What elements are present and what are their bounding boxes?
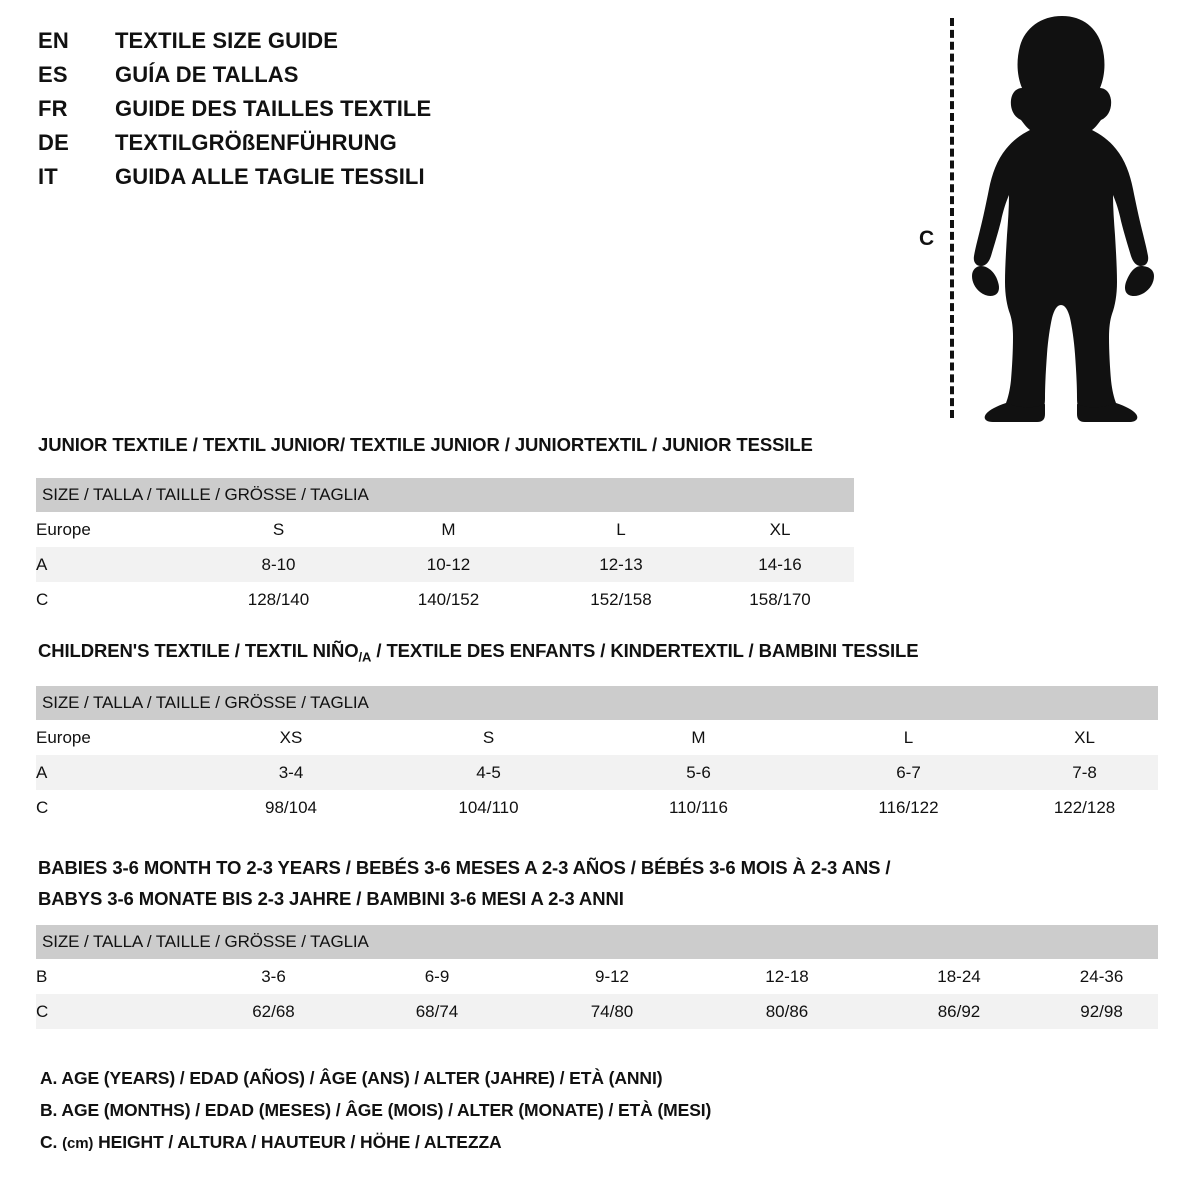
babies-row-c-value-3: 80/86 <box>701 994 873 1029</box>
children-row-a-value-1: 4-5 <box>386 755 591 790</box>
toddler-silhouette-icon <box>972 16 1154 422</box>
babies-row-b-value-0: 3-6 <box>196 959 351 994</box>
children-row-c-value-2: 110/116 <box>591 790 806 825</box>
children-row-a-value-3: 6-7 <box>806 755 1011 790</box>
legend-line-c-post: HEIGHT / ALTURA / HAUTEUR / HÖHE / ALTEZ… <box>93 1132 502 1152</box>
junior-header-size-1: M <box>361 512 536 547</box>
children-row-c-value-0: 98/104 <box>196 790 386 825</box>
legend-line-b: B. AGE (MONTHS) / EDAD (MESES) / ÂGE (MO… <box>40 1100 712 1120</box>
children-header-size-1: S <box>386 720 591 755</box>
junior-header-size-3: XL <box>706 512 855 547</box>
language-title-en: TEXTILE SIZE GUIDE <box>115 28 339 53</box>
junior-row-c-value-1: 140/152 <box>361 582 536 617</box>
language-code-it: IT <box>38 164 58 189</box>
junior-row-c-label: C <box>36 582 196 617</box>
children-row-a-value-0: 3-4 <box>196 755 386 790</box>
section-title-babies-line2: BABYS 3-6 MONATE BIS 2-3 JAHRE / BAMBINI… <box>38 888 624 909</box>
junior-table-bar-row: SIZE / TALLA / TAILLE / GRÖSSE / TAGLIA <box>36 478 855 512</box>
section-title-babies-line1: BABIES 3-6 MONTH TO 2-3 YEARS / BEBÉS 3-… <box>38 857 891 878</box>
children-table-row-c: C 98/104 104/110 110/116 116/122 122/128 <box>36 790 1159 825</box>
legend-block: A. AGE (YEARS) / EDAD (AÑOS) / ÂGE (ANS)… <box>40 1068 711 1164</box>
babies-row-c-value-5: 92/98 <box>1045 994 1159 1029</box>
legend-line-c-unit: (cm) <box>62 1135 94 1152</box>
language-row-en: EN TEXTILE SIZE GUIDE <box>38 28 558 62</box>
language-row-es: ES GUÍA DE TALLAS <box>38 62 558 96</box>
legend-line-c: C. (cm) HEIGHT / ALTURA / HAUTEUR / HÖHE… <box>40 1132 711 1164</box>
babies-bar-label: SIZE / TALLA / TAILLE / GRÖSSE / TAGLIA <box>36 925 1159 959</box>
height-marker-label: C <box>919 227 935 250</box>
section-title-children: CHILDREN'S TEXTILE / TEXTIL NIÑO/A / TEX… <box>38 640 919 665</box>
language-title-de: TEXTILGRÖßENFÜHRUNG <box>115 130 397 155</box>
junior-row-a-value-2: 12-13 <box>536 547 706 582</box>
children-size-table: SIZE / TALLA / TAILLE / GRÖSSE / TAGLIA … <box>36 686 1159 825</box>
babies-row-b-value-5: 24-36 <box>1045 959 1159 994</box>
children-row-c-value-4: 122/128 <box>1011 790 1159 825</box>
babies-row-c-value-2: 74/80 <box>523 994 701 1029</box>
children-table-row-a: A 3-4 4-5 5-6 6-7 7-8 <box>36 755 1159 790</box>
height-dashed-line <box>950 18 954 418</box>
junior-row-c-value-2: 152/158 <box>536 582 706 617</box>
children-row-a-value-2: 5-6 <box>591 755 806 790</box>
language-title-es: GUÍA DE TALLAS <box>115 62 299 87</box>
babies-row-c-value-1: 68/74 <box>351 994 523 1029</box>
children-row-a-label: A <box>36 755 196 790</box>
language-code-en: EN <box>38 28 69 53</box>
babies-table-row-b: B 3-6 6-9 9-12 12-18 18-24 24-36 <box>36 959 1159 994</box>
babies-row-b-value-4: 18-24 <box>873 959 1045 994</box>
language-header-block: EN TEXTILE SIZE GUIDE ES GUÍA DE TALLAS … <box>38 28 558 198</box>
language-row-fr: FR GUIDE DES TAILLES TEXTILE <box>38 96 558 130</box>
babies-row-c-value-0: 62/68 <box>196 994 351 1029</box>
children-header-row: Europe XS S M L XL <box>36 720 1159 755</box>
legend-line-a: A. AGE (YEARS) / EDAD (AÑOS) / ÂGE (ANS)… <box>40 1068 663 1088</box>
babies-row-b-value-2: 9-12 <box>523 959 701 994</box>
babies-table-row-c: C 62/68 68/74 74/80 80/86 86/92 92/98 <box>36 994 1159 1029</box>
children-header-label: Europe <box>36 720 196 755</box>
babies-row-b-value-3: 12-18 <box>701 959 873 994</box>
section-title-children-pre: CHILDREN'S TEXTILE / TEXTIL NIÑO <box>38 640 359 661</box>
junior-size-table: SIZE / TALLA / TAILLE / GRÖSSE / TAGLIA … <box>36 478 855 617</box>
language-code-de: DE <box>38 130 69 155</box>
children-row-c-value-3: 116/122 <box>806 790 1011 825</box>
junior-row-a-value-0: 8-10 <box>196 547 361 582</box>
language-title-it: GUIDA ALLE TAGLIE TESSILI <box>115 164 425 189</box>
children-header-size-3: L <box>806 720 1011 755</box>
junior-table-row-c: C 128/140 140/152 152/158 158/170 <box>36 582 855 617</box>
language-row-de: DE TEXTILGRÖßENFÜHRUNG <box>38 130 558 164</box>
language-code-es: ES <box>38 62 68 87</box>
junior-table-row-a: A 8-10 10-12 12-13 14-16 <box>36 547 855 582</box>
junior-header-label: Europe <box>36 512 196 547</box>
children-header-size-2: M <box>591 720 806 755</box>
babies-row-b-value-1: 6-9 <box>351 959 523 994</box>
junior-row-a-value-1: 10-12 <box>361 547 536 582</box>
language-title-fr: GUIDE DES TAILLES TEXTILE <box>115 96 432 121</box>
children-row-c-label: C <box>36 790 196 825</box>
children-row-a-value-4: 7-8 <box>1011 755 1159 790</box>
junior-row-c-value-3: 158/170 <box>706 582 855 617</box>
children-row-c-value-1: 104/110 <box>386 790 591 825</box>
language-code-fr: FR <box>38 96 68 121</box>
junior-row-c-value-0: 128/140 <box>196 582 361 617</box>
junior-bar-label: SIZE / TALLA / TAILLE / GRÖSSE / TAGLIA <box>36 478 855 512</box>
junior-header-size-0: S <box>196 512 361 547</box>
height-measurement-figure: C <box>905 12 1155 422</box>
section-title-children-post: / TEXTILE DES ENFANTS / KINDERTEXTIL / B… <box>371 640 919 661</box>
children-table-bar-row: SIZE / TALLA / TAILLE / GRÖSSE / TAGLIA <box>36 686 1159 720</box>
babies-row-b-label: B <box>36 959 196 994</box>
junior-header-row: Europe S M L XL <box>36 512 855 547</box>
section-title-children-sub: /A <box>358 649 372 665</box>
junior-row-a-value-3: 14-16 <box>706 547 855 582</box>
children-header-size-4: XL <box>1011 720 1159 755</box>
junior-row-a-label: A <box>36 547 196 582</box>
babies-row-c-value-4: 86/92 <box>873 994 1045 1029</box>
children-header-size-0: XS <box>196 720 386 755</box>
language-row-it: IT GUIDA ALLE TAGLIE TESSILI <box>38 164 558 198</box>
children-bar-label: SIZE / TALLA / TAILLE / GRÖSSE / TAGLIA <box>36 686 1159 720</box>
legend-line-c-pre: C. <box>40 1132 63 1152</box>
section-title-junior: JUNIOR TEXTILE / TEXTIL JUNIOR/ TEXTILE … <box>38 434 813 455</box>
babies-size-table: SIZE / TALLA / TAILLE / GRÖSSE / TAGLIA … <box>36 925 1159 1029</box>
babies-row-c-label: C <box>36 994 196 1029</box>
babies-table-bar-row: SIZE / TALLA / TAILLE / GRÖSSE / TAGLIA <box>36 925 1159 959</box>
junior-header-size-2: L <box>536 512 706 547</box>
